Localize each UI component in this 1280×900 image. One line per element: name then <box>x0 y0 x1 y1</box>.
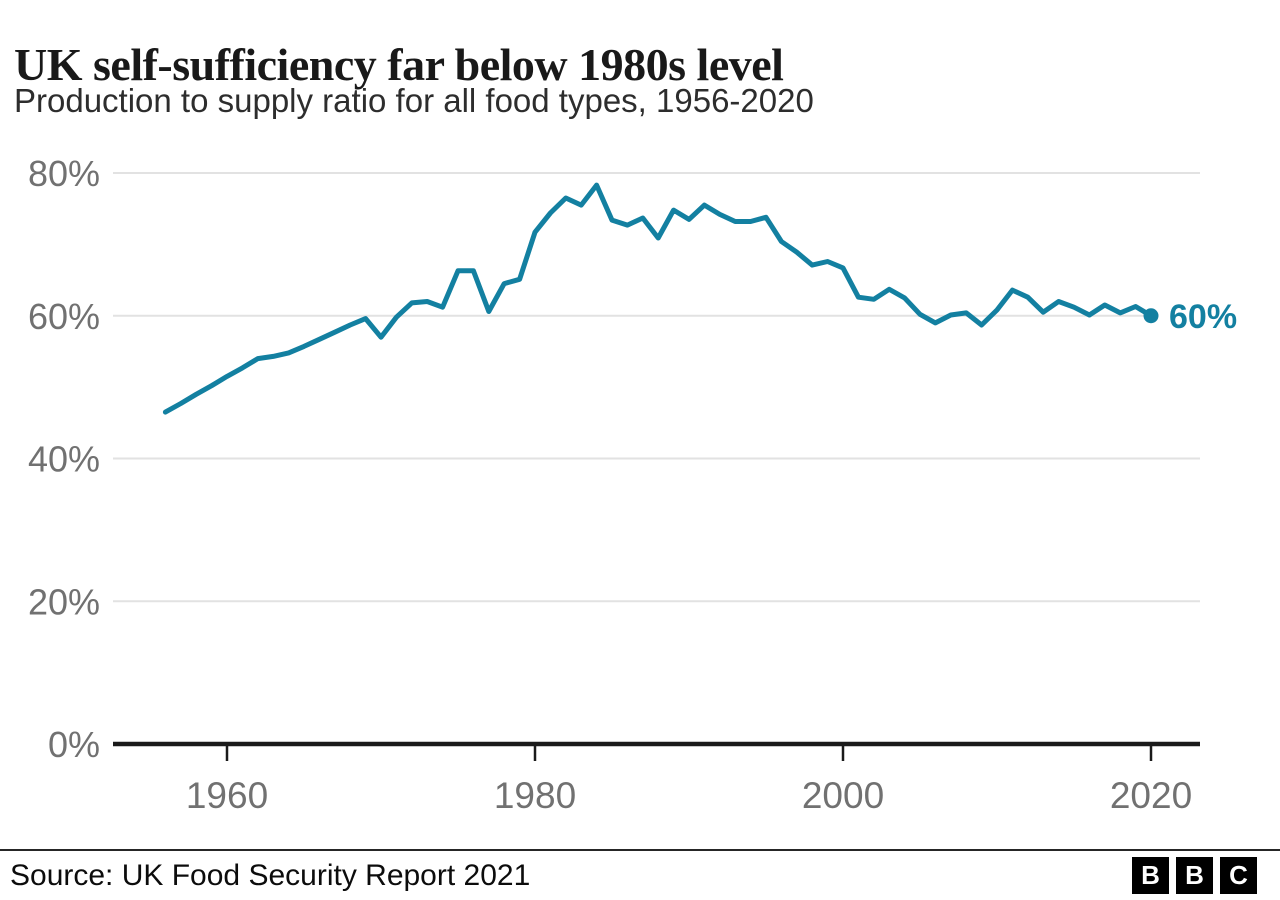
x-tick-label-2020: 2020 <box>1110 775 1192 816</box>
line-chart: 0% 20% 40% 60% 80% 1960 1980 2000 2020 60% <box>28 153 1237 816</box>
chart-title: UK self-sufficiency far below 1980s leve… <box>14 38 784 90</box>
bbc-logo: B B C <box>1132 857 1257 894</box>
y-tick-label-40: 40% <box>28 439 100 480</box>
bbc-logo-block-c: C <box>1220 857 1257 894</box>
end-point-marker <box>1143 308 1159 324</box>
x-tick-label-2000: 2000 <box>802 775 884 816</box>
data-line-series <box>162 182 1154 415</box>
x-tick-label-1960: 1960 <box>186 775 268 816</box>
x-tick-label-1980: 1980 <box>494 775 576 816</box>
footer-bar: Source: UK Food Security Report 2021 B B… <box>0 851 1280 900</box>
y-tick-label-20: 20% <box>28 581 100 622</box>
source-text: Source: UK Food Security Report 2021 <box>10 858 531 892</box>
footer-divider <box>0 849 1280 851</box>
y-tick-label-0: 0% <box>48 724 100 765</box>
bbc-logo-block-b1: B <box>1132 857 1169 894</box>
y-tick-label-80: 80% <box>28 153 100 194</box>
chart-subtitle: Production to supply ratio for all food … <box>14 82 814 119</box>
bbc-logo-block-b2: B <box>1176 857 1213 894</box>
end-value-label: 60% <box>1169 298 1237 336</box>
y-tick-label-60: 60% <box>28 296 100 337</box>
